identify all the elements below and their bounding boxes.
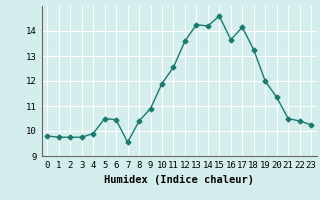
X-axis label: Humidex (Indice chaleur): Humidex (Indice chaleur) bbox=[104, 175, 254, 185]
